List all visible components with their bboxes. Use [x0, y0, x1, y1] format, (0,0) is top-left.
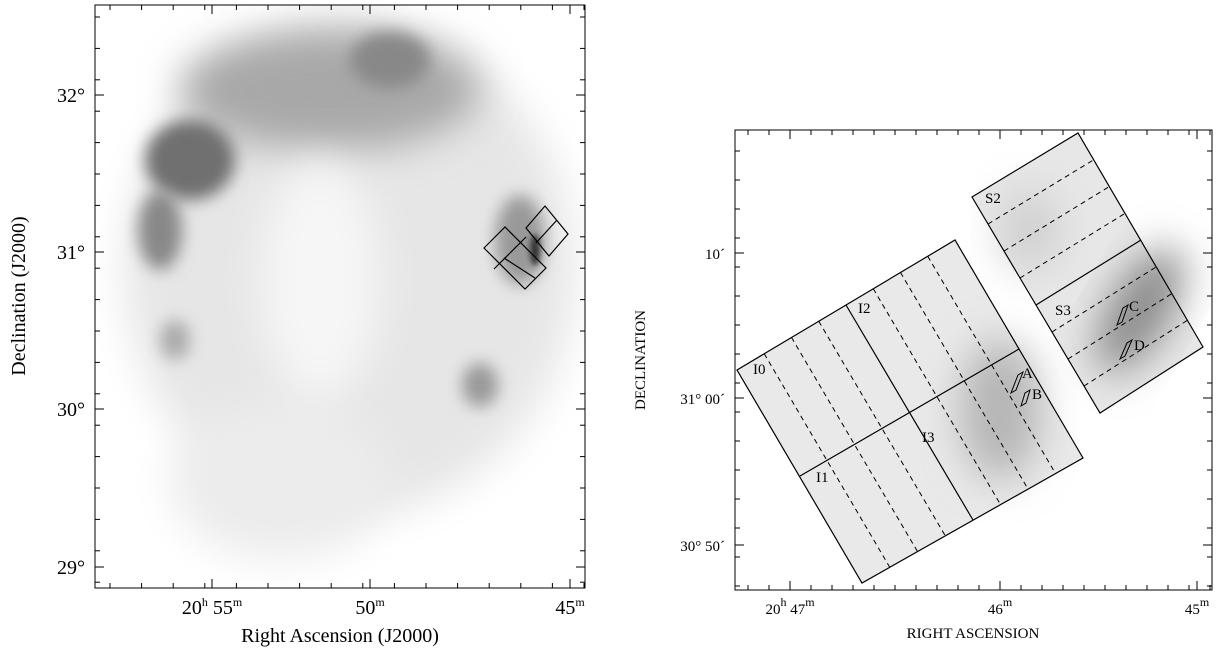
- x-axis-label: RIGHT ASCENSION: [907, 626, 1040, 642]
- y-axis-label: Declination (J2000): [8, 216, 30, 375]
- tick-label-part: m: [805, 595, 815, 609]
- tick-label-part: m: [375, 595, 385, 609]
- nebula-image: [125, 25, 575, 560]
- tick-label-part: 20: [182, 597, 202, 619]
- y-tick-label: 10´: [705, 247, 725, 263]
- y-tick-label: 31° 00´: [680, 392, 725, 408]
- region-label: B: [1032, 387, 1042, 403]
- tick-label-part: 46: [988, 602, 1004, 618]
- tick-label-part: m: [1003, 595, 1013, 609]
- y-axis-label: DECLINATION: [633, 310, 649, 410]
- chip-label: I2: [858, 301, 871, 317]
- chip-label: I3: [922, 430, 935, 446]
- tick-label-part: m: [575, 595, 585, 609]
- x-tick-label: 45m: [1185, 595, 1210, 618]
- tick-label-part: m: [1200, 595, 1210, 609]
- tick-label-part: 50: [355, 597, 375, 619]
- tick-label-part: 55: [208, 597, 233, 619]
- x-tick-label: 45m: [555, 595, 585, 619]
- chip-label: S3: [1055, 303, 1071, 319]
- region-label: A: [1022, 366, 1033, 382]
- chip-label: I1: [816, 470, 829, 486]
- region-label: C: [1129, 299, 1139, 315]
- tick-label-part: 45: [1185, 602, 1200, 618]
- chip-label: I0: [753, 362, 766, 378]
- tick-label-part: m: [233, 595, 243, 609]
- tick-label-part: 20: [765, 602, 780, 618]
- y-tick-label: 30° 50´: [680, 539, 725, 555]
- x-axis-label: Right Ascension (J2000): [241, 625, 439, 647]
- y-tick-label: 29°: [57, 557, 85, 579]
- y-tick-label: 32°: [57, 85, 85, 107]
- figure: 20h 55m50m45m20h 47m46m45m32°31°30°29°10…: [0, 0, 1222, 650]
- y-tick-label: 31°: [57, 242, 85, 264]
- chip-label: S2: [985, 191, 1001, 207]
- x-tick-label: 50m: [355, 595, 385, 619]
- x-tick-label: 20h 47m: [765, 595, 815, 618]
- tick-label-part: 47: [786, 602, 805, 618]
- region-label: D: [1134, 338, 1145, 354]
- x-tick-label: 20h 55m: [182, 595, 243, 619]
- y-tick-label: 30°: [57, 399, 85, 421]
- x-tick-label: 46m: [988, 595, 1013, 618]
- tick-label-part: 45: [555, 597, 575, 619]
